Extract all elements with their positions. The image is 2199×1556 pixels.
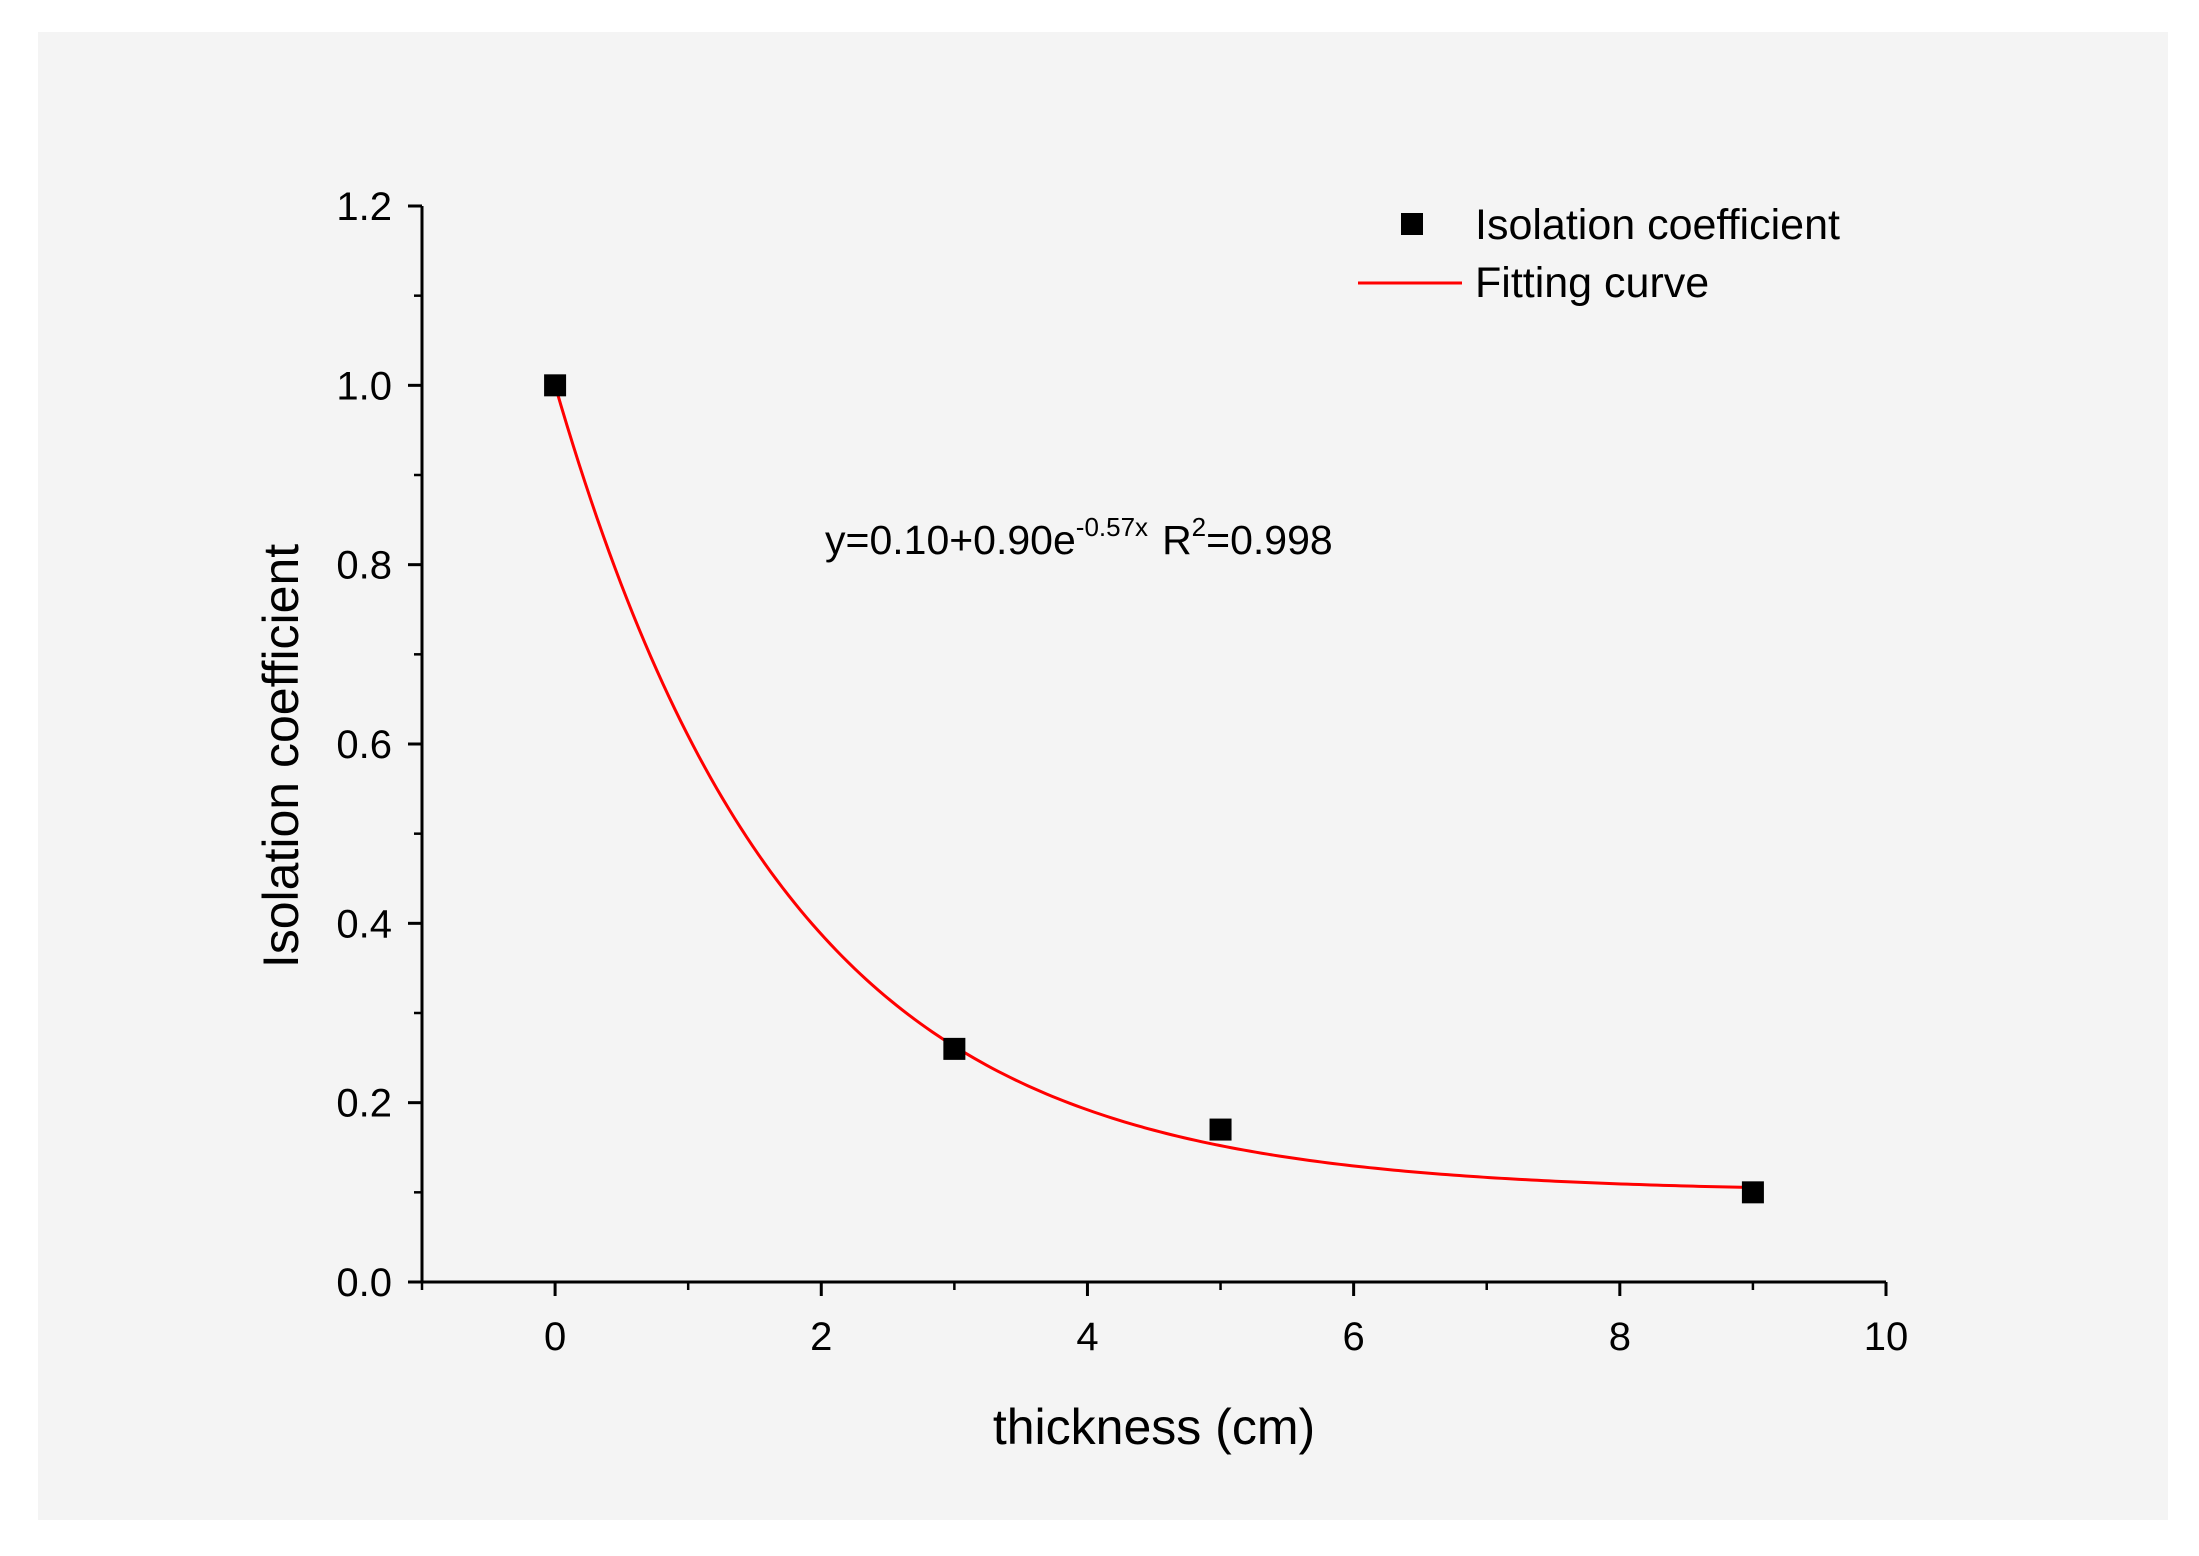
fit-r-exponent: 2: [1192, 512, 1206, 542]
fitting-curve-line: [553, 384, 1753, 1190]
data-point: [1209, 1118, 1232, 1141]
fit-equation-annotation: y=0.10+0.90e-0.57x R2=0.998: [825, 512, 1333, 563]
y-tick-label: 0.4: [336, 902, 392, 946]
x-tick-label: 2: [810, 1315, 832, 1359]
data-point: [943, 1037, 966, 1060]
y-tick-label: 0.2: [336, 1082, 392, 1126]
x-tick-label: 4: [1076, 1315, 1098, 1359]
y-tick-label: 1.0: [336, 364, 392, 408]
data-point: [1741, 1181, 1764, 1204]
chart-panel: [38, 32, 2168, 1520]
y-tick-label: 1.2: [336, 185, 392, 229]
fit-r-label: R: [1162, 517, 1192, 563]
x-tick-label: 6: [1343, 1315, 1365, 1359]
legend-label-isolation-coefficient: Isolation coefficient: [1475, 201, 1840, 249]
y-tick-label: 0.6: [336, 723, 392, 767]
legend-marker-square: [1401, 213, 1423, 235]
fit-equation-exponent: -0.57x: [1076, 512, 1148, 542]
data-points-layer: [544, 374, 1764, 1204]
y-tick-label: 0.0: [336, 1261, 392, 1305]
y-tick-label: 0.8: [336, 544, 392, 588]
x-tick-label: 0: [544, 1315, 566, 1359]
legend: Isolation coefficient Fitting curve: [1358, 201, 1840, 307]
axes: [420, 206, 1886, 1284]
x-tick-label: 8: [1609, 1315, 1631, 1359]
legend-label-fitting-curve: Fitting curve: [1475, 259, 1709, 307]
fit-equation-main: y=0.10+0.90e: [825, 517, 1076, 563]
x-tick-label: 10: [1864, 1315, 1909, 1359]
ticks: 0 2 4 6 8 10 0.0 0.2 0.4 0.6 0.8 1.0 1.2: [336, 185, 1908, 1359]
fit-r-value: =0.998: [1206, 517, 1333, 563]
data-point: [544, 374, 567, 397]
x-axis-title: thickness (cm): [993, 1399, 1315, 1455]
fitting-curve-layer: [553, 384, 1753, 1190]
y-axis-title: Isolation coefficient: [253, 544, 309, 968]
